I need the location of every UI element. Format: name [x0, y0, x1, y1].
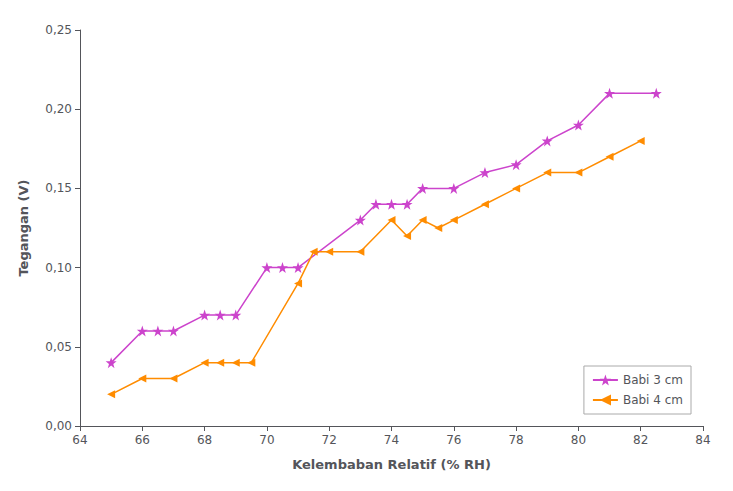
svg-text:0,10: 0,10 [45, 261, 72, 275]
svg-text:0,05: 0,05 [45, 340, 72, 354]
svg-text:0,00: 0,00 [45, 419, 72, 433]
svg-text:64: 64 [72, 433, 87, 447]
svg-text:72: 72 [322, 433, 337, 447]
svg-text:76: 76 [446, 433, 461, 447]
svg-text:Babi 3 cm: Babi 3 cm [623, 373, 683, 387]
svg-text:0,15: 0,15 [45, 181, 72, 195]
svg-text:66: 66 [135, 433, 150, 447]
svg-text:74: 74 [384, 433, 399, 447]
svg-text:84: 84 [695, 433, 710, 447]
svg-text:Kelembaban Relatif (% RH): Kelembaban Relatif (% RH) [292, 457, 491, 472]
svg-text:78: 78 [508, 433, 523, 447]
svg-text:68: 68 [197, 433, 212, 447]
svg-text:70: 70 [259, 433, 274, 447]
svg-text:Babi 4 cm: Babi 4 cm [623, 393, 683, 407]
svg-text:82: 82 [633, 433, 648, 447]
svg-text:0,25: 0,25 [45, 23, 72, 37]
svg-text:0,20: 0,20 [45, 102, 72, 116]
svg-text:Tegangan (V): Tegangan (V) [16, 179, 31, 276]
svg-text:80: 80 [571, 433, 586, 447]
